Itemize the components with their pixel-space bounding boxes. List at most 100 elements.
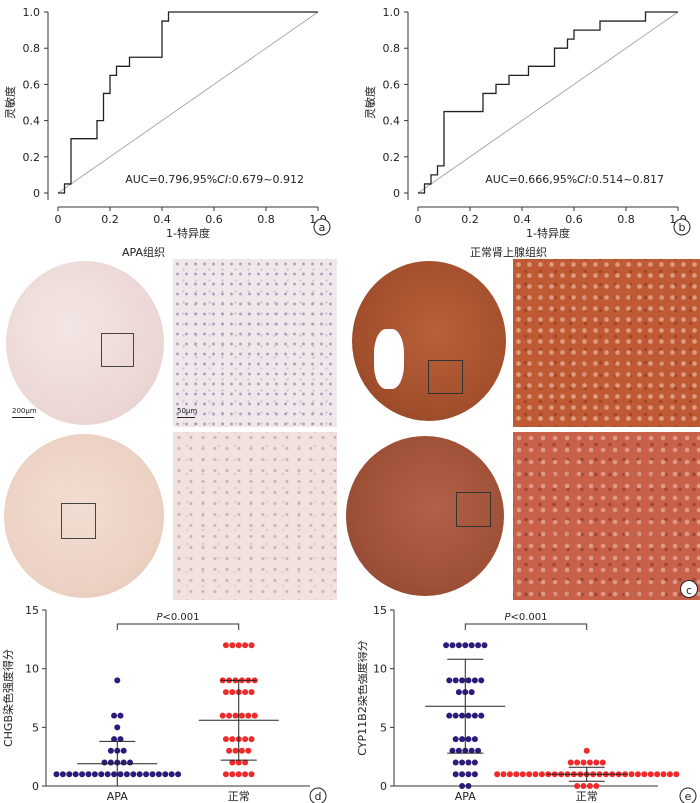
data-point	[85, 771, 92, 778]
y-tick-label: 0.4	[383, 115, 401, 128]
tissue-core	[4, 434, 164, 598]
y-tick-label: 1.0	[23, 6, 41, 19]
data-point	[593, 783, 600, 789]
panel-letter-circle	[673, 218, 691, 236]
zoom-box	[101, 333, 134, 367]
data-point	[471, 736, 478, 743]
x-category-label: APA	[455, 790, 476, 803]
x-tick-label: 0	[415, 213, 422, 226]
data-point	[53, 771, 60, 778]
zoom-box	[456, 492, 491, 527]
data-point	[462, 642, 469, 649]
data-point	[586, 759, 593, 766]
tissue-core	[6, 261, 164, 425]
data-point	[478, 712, 485, 719]
data-point	[248, 642, 255, 649]
panel-letter-circle	[309, 787, 327, 803]
data-point	[229, 689, 236, 696]
data-point	[235, 771, 242, 778]
reference-diagonal	[57, 11, 319, 194]
scale-bar	[12, 417, 34, 418]
data-point	[229, 759, 236, 766]
data-point	[641, 771, 648, 778]
data-point	[238, 747, 245, 754]
data-point	[242, 759, 249, 766]
data-point	[219, 712, 226, 719]
x-tick-label: 0.8	[617, 213, 635, 226]
data-point	[155, 771, 162, 778]
data-point	[519, 771, 526, 778]
significance-bracket	[464, 623, 588, 630]
significance-bracket	[116, 623, 240, 630]
x-category-label: 正常	[228, 790, 250, 803]
data-point	[222, 771, 229, 778]
data-point	[468, 747, 475, 754]
data-point	[465, 677, 472, 684]
data-point	[446, 677, 453, 684]
data-point	[168, 771, 175, 778]
zoom-box	[428, 360, 463, 394]
y-tick-label: 10	[373, 663, 387, 676]
data-point	[481, 642, 488, 649]
auc-annotation: AUC=0.796,95%CI:0.679~0.912	[125, 173, 304, 186]
histology-apa-cyp-overview	[0, 432, 167, 600]
data-point	[634, 771, 641, 778]
data-point	[222, 689, 229, 696]
data-point	[251, 712, 258, 719]
data-point	[500, 771, 507, 778]
tissue-core	[346, 436, 504, 596]
scatter-chart-d: 0 5 10 15 APA 正常 CHGB染色强度得分 P<0.001 d	[1, 604, 327, 803]
data-point	[114, 724, 121, 731]
data-point	[471, 759, 478, 766]
y-tick-label: 0	[32, 780, 39, 793]
data-point	[245, 747, 252, 754]
panel-letter: a	[319, 221, 326, 234]
y-tick-label: 0.2	[23, 151, 41, 164]
scale-label-200: 200μm	[12, 407, 37, 415]
x-tick-label: 0.8	[257, 213, 275, 226]
tissue-fold	[374, 329, 404, 389]
x-tick-label: 0	[55, 213, 62, 226]
x-tick-label: 0.4	[513, 213, 531, 226]
x-tick-label: 0.6	[205, 213, 223, 226]
data-point	[468, 689, 475, 696]
data-point	[452, 736, 459, 743]
data-point	[226, 747, 233, 754]
data-point	[532, 771, 539, 778]
x-category-label: APA	[107, 790, 128, 803]
data-point	[235, 642, 242, 649]
data-point	[455, 642, 462, 649]
data-point	[471, 771, 478, 778]
roc-curve	[58, 11, 318, 194]
data-point	[117, 736, 124, 743]
data-point	[111, 771, 118, 778]
data-point	[443, 642, 450, 649]
data-point	[229, 736, 236, 743]
y-tick-label: 15	[373, 604, 387, 617]
data-point	[580, 783, 587, 789]
data-point	[242, 689, 249, 696]
data-point	[248, 689, 255, 696]
data-point	[117, 771, 124, 778]
data-point	[143, 771, 150, 778]
data-point	[98, 771, 105, 778]
p-value-label: P<0.001	[504, 612, 547, 623]
data-point	[66, 771, 73, 778]
scatter-chart-e: 0 5 10 15 APA 正常 CYP11B2染色强度得分 P<0.001 e	[358, 604, 697, 803]
x-tick-label: 0.4	[153, 213, 171, 226]
data-point	[452, 771, 459, 778]
data-point	[459, 759, 466, 766]
data-point	[660, 771, 667, 778]
data-point	[574, 759, 581, 766]
data-point	[459, 677, 466, 684]
data-point	[452, 677, 459, 684]
data-point	[465, 759, 472, 766]
data-point	[538, 771, 545, 778]
data-point	[232, 712, 239, 719]
data-point	[478, 677, 485, 684]
data-point	[136, 771, 143, 778]
panel-letter-circle	[679, 787, 697, 803]
data-point	[242, 736, 249, 743]
y-tick-label: 0	[393, 187, 400, 200]
data-point	[248, 771, 255, 778]
